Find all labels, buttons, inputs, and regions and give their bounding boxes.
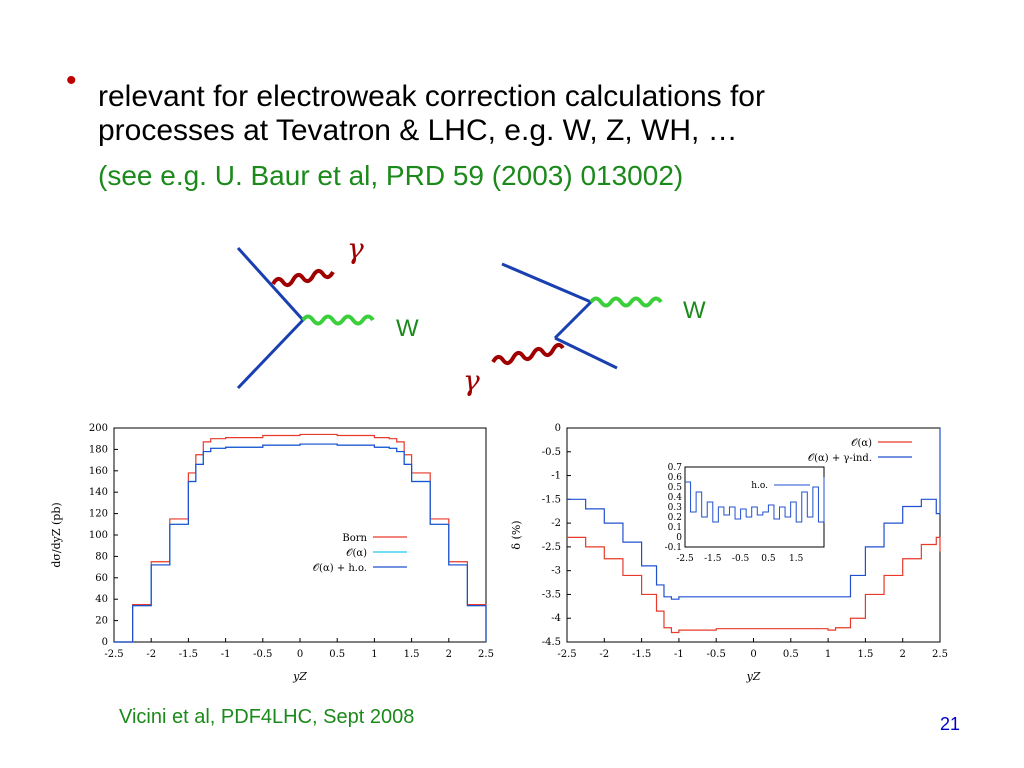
x-tick-label: 1	[371, 649, 377, 660]
y-tick-label: -1	[551, 471, 561, 482]
inset-y-tick-label: 0.6	[668, 473, 683, 483]
y-tick-label: 20	[95, 616, 108, 627]
photon-label-left: γ	[347, 232, 364, 265]
inset-legend-label: h.o.	[751, 481, 768, 491]
x-tick-label: 0	[750, 649, 756, 660]
chart-relative-correction: -2.5 -2 -1.5 -1 -0.5 0 0.5 1 1.5 2 2.50-0.5-1-1.5-…	[510, 423, 948, 683]
y-tick-label: 60	[95, 573, 108, 584]
inset-y-tick-label: 0.1	[668, 523, 682, 533]
inset-x-tick-label: -2.5	[676, 554, 694, 564]
bullet-text-line1: relevant for electroweak correction calc…	[98, 80, 765, 113]
y-tick-label: -4.5	[542, 637, 561, 648]
inset-y-tick-label: 0.4	[668, 493, 683, 503]
x-tick-label: 2.5	[932, 649, 948, 660]
inset-x-tick-label: 0.5	[761, 554, 776, 564]
footer-citation: Vicini et al, PDF4LHC, Sept 2008	[119, 706, 415, 728]
x-tick-label: -0.5	[253, 649, 272, 660]
legend-label: Born	[342, 533, 367, 544]
photon-label-right: γ	[463, 364, 480, 397]
inset-y-tick-label: 0.7	[668, 463, 683, 473]
y-tick-label: -2	[551, 518, 561, 529]
series-line	[114, 443, 487, 643]
diagram-left: γ W	[236, 232, 419, 390]
x-tick-label: 0.5	[329, 649, 345, 660]
legend-label: 𝒪(α) + h.o.	[313, 563, 367, 574]
inset-y-tick-label: 0.5	[668, 483, 683, 493]
x-tick-label: 1.5	[857, 649, 873, 660]
x-tick-label: -2	[599, 649, 609, 660]
y-tick-label: 120	[89, 509, 108, 520]
y-tick-label: -2.5	[542, 542, 561, 553]
inset-x-tick-label: -1.5	[704, 554, 722, 564]
bullet-text-line2: processes at Tevatron & LHC, e.g. W, Z, …	[98, 114, 738, 147]
x-axis-label: yZ	[292, 670, 307, 683]
y-tick-label: -3	[551, 566, 561, 577]
x-tick-label: -2.5	[557, 649, 576, 660]
x-tick-label: -1	[674, 649, 684, 660]
x-tick-label: 0.5	[783, 649, 799, 660]
x-axis-label: yZ	[746, 670, 761, 683]
y-tick-label: -3.5	[542, 589, 561, 600]
feynman-diagrams: γ W W γ	[236, 232, 706, 397]
y-tick-label: 140	[89, 487, 108, 498]
y-tick-label: 200	[89, 423, 108, 434]
x-tick-label: 1.5	[404, 649, 420, 660]
inset-y-tick-label: 0.3	[668, 503, 683, 513]
x-tick-label: -1.5	[179, 649, 198, 660]
x-tick-label: -2.5	[104, 649, 123, 660]
series-line	[567, 536, 941, 634]
x-tick-label: -0.5	[707, 649, 726, 660]
bullet-marker: •	[66, 64, 77, 97]
legend-label: 𝒪(α) + γ-ind.	[808, 453, 872, 464]
y-tick-label: 80	[95, 551, 108, 562]
y-tick-label: 0	[555, 423, 561, 434]
inset-y-tick-label: 0.2	[668, 513, 682, 523]
y-tick-label: 0	[102, 637, 108, 648]
inset-y-tick-label: 0	[676, 533, 682, 543]
page-number: 21	[940, 714, 961, 734]
series-line	[567, 428, 941, 600]
y-tick-label: 100	[89, 530, 108, 541]
x-tick-label: 2	[900, 649, 906, 660]
legend-label: 𝒪(α)	[346, 548, 367, 559]
x-tick-label: -2	[146, 649, 156, 660]
y-tick-label: 180	[89, 444, 108, 455]
w-label-right: W	[683, 297, 706, 324]
inset-x-tick-label: -0.5	[732, 554, 750, 564]
y-axis-label: δ (%)	[510, 520, 523, 549]
inset-y-tick-label: -0.1	[665, 543, 682, 553]
reference-text: (see e.g. U. Baur et al, PRD 59 (2003) 0…	[98, 160, 684, 191]
x-tick-label: 2.5	[478, 649, 494, 660]
x-tick-label: 0	[297, 649, 303, 660]
x-tick-label: -1.5	[632, 649, 651, 660]
y-tick-label: -4	[551, 613, 561, 624]
legend-label: 𝒪(α)	[851, 438, 872, 449]
inset-x-tick-label: 1.5	[789, 554, 804, 564]
x-tick-label: -1	[221, 649, 231, 660]
y-tick-label: -1.5	[542, 494, 561, 505]
photon-line-right	[491, 343, 565, 365]
inset-series-line	[685, 477, 825, 523]
chart-cross-section: -2.5 -2 -1.5 -1 -0.5 0 0.5 1 1.5 2 2.5 0 20 40 60 80 100…	[50, 423, 494, 683]
y-tick-label: -0.5	[542, 447, 561, 458]
y-tick-label: 40	[95, 594, 108, 605]
x-tick-label: 1	[825, 649, 831, 660]
photon-line-left	[271, 269, 335, 287]
w-label-left: W	[396, 315, 419, 342]
y-tick-label: 160	[89, 466, 108, 477]
diagram-right: W γ	[463, 262, 706, 397]
w-line-left	[301, 314, 375, 326]
w-line-right	[589, 296, 663, 308]
y-axis-label: dσ/dyZ (pb)	[50, 502, 63, 567]
x-tick-label: 2	[446, 649, 452, 660]
